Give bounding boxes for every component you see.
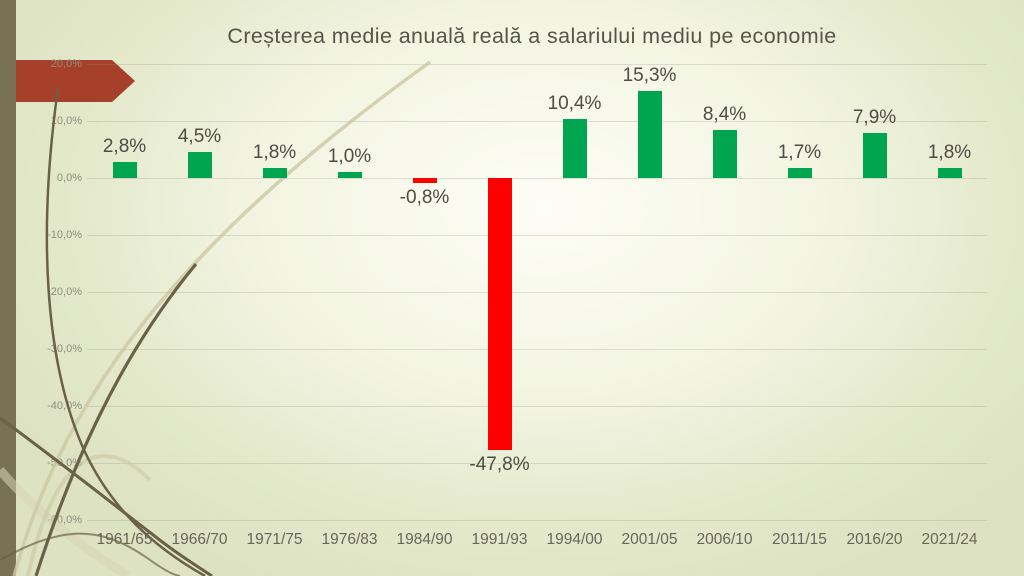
bar-value-label: -47,8% [469,454,530,476]
bar-1971-75 [262,167,287,178]
bar-1994-00 [562,118,587,178]
bar-value-label: 1,8% [927,141,972,163]
bar-value-label: 1,7% [777,142,822,164]
bar-value-label: 1,0% [327,146,372,168]
x-axis-tick-label: 1991/93 [471,531,528,548]
bar-value-label: -0,8% [399,186,450,208]
bar-1966-70 [187,152,212,178]
y-gridline [87,178,987,179]
x-axis-tick-label: 2011/15 [772,531,827,548]
y-gridline [87,406,987,407]
bar-1984-90 [412,178,437,183]
bar-2021-24 [937,167,962,178]
bar-value-label: 10,4% [547,92,602,114]
y-gridline [87,463,987,464]
x-axis-tick-label: 2021/24 [921,531,978,548]
bar-2011-15 [787,168,812,178]
bar-1961-65 [112,162,137,178]
bar-1991-93 [487,178,512,451]
bar-2006-10 [712,130,737,178]
y-gridline [87,121,987,122]
bar-2001-05 [637,90,662,178]
bar-2016-20 [862,132,887,178]
y-gridline [87,235,987,236]
y-gridline [87,64,987,65]
bar-1976-83 [337,172,362,178]
y-gridline [87,520,987,521]
y-gridline [87,292,987,293]
x-axis-tick-label: 2006/10 [696,531,753,548]
x-axis-tick-label: 2016/20 [846,531,903,548]
y-gridline [87,349,987,350]
bar-value-label: 15,3% [622,64,677,86]
page-title: Creșterea medie anuală reală a salariulu… [227,24,837,48]
bar-value-label: 7,9% [852,106,897,128]
bar-value-label: 8,4% [702,104,747,126]
x-axis-tick-label: 2001/05 [621,531,678,548]
x-axis-tick-label: 1994/00 [546,531,603,548]
